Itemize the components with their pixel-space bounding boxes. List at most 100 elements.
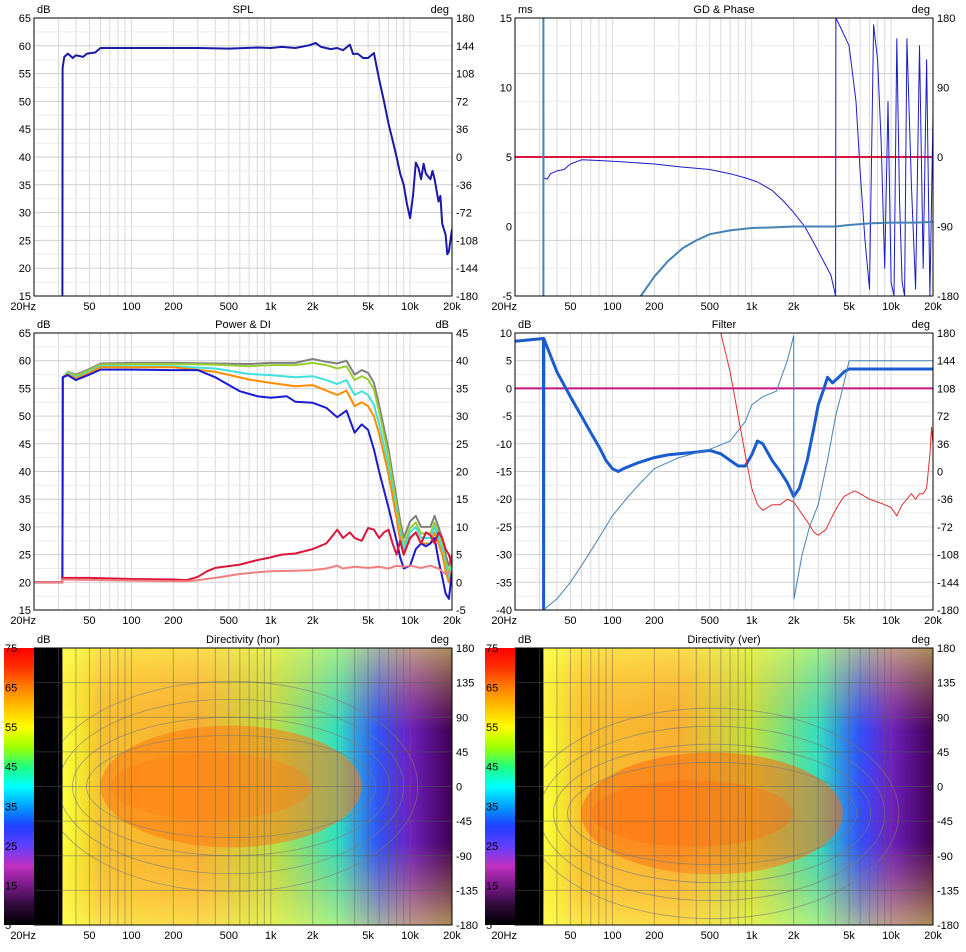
x-tick-label: 20Hz	[491, 930, 517, 942]
y-tick-label: 60	[19, 356, 31, 368]
chart-title: Filter	[712, 319, 737, 331]
left-unit-label: dB	[37, 319, 50, 331]
x-tick-label: 5k	[362, 301, 374, 313]
contour-2	[553, 743, 872, 884]
y-tick-label: 30	[19, 522, 31, 534]
right-unit-label: deg	[431, 634, 449, 646]
y2-tick-label: 180	[456, 13, 474, 25]
chart-title: SPL	[233, 4, 254, 16]
x-tick-label: 20Hz	[10, 930, 36, 942]
colorbar-tick-label: 65	[5, 683, 17, 695]
colorbar-tick-label: 75	[5, 643, 17, 655]
series-power_di-5	[34, 527, 452, 584]
x-tick-label: 500	[701, 301, 719, 313]
plot-frame	[514, 17, 934, 297]
colorbar-tick-label: 75	[486, 643, 498, 655]
x-tick-label: 2k	[307, 615, 319, 627]
contour-1	[567, 761, 858, 866]
y2-tick-label: 0	[456, 152, 462, 164]
x-tick-label: 10k	[401, 615, 419, 627]
x-tick-label: 10k	[882, 301, 900, 313]
x-tick-label: 20k	[924, 930, 942, 942]
x-tick-label: 2k	[307, 930, 319, 942]
y-tick-label: -20	[496, 494, 512, 506]
x-tick-label: 20Hz	[491, 301, 517, 313]
colorbar	[4, 648, 34, 925]
y-tick-label: 60	[19, 41, 31, 53]
y-tick-label: 20	[19, 577, 31, 589]
y2-tick-label: -135	[937, 885, 959, 897]
colorbar-tick-label: 45	[5, 762, 17, 774]
x-tick-label: 100	[603, 615, 621, 627]
y2-tick-label: 10	[456, 522, 468, 534]
y2-tick-label: -72	[456, 208, 472, 220]
y2-tick-label: 135	[456, 678, 474, 690]
x-tick-label: 1k	[746, 301, 758, 313]
y2-tick-label: 180	[937, 13, 955, 25]
y2-tick-label: 0	[456, 577, 462, 589]
plot-frame	[33, 17, 453, 297]
y2-tick-label: 108	[937, 383, 955, 395]
series-filter-3	[720, 333, 933, 536]
y2-tick-label: -180	[456, 920, 478, 932]
heatmap-edge-fade	[34, 648, 452, 925]
y-tick-label: 50	[19, 411, 31, 423]
x-tick-label: 2k	[788, 615, 800, 627]
series-power_di-0	[34, 358, 452, 584]
x-tick-label: 200	[645, 301, 663, 313]
x-tick-label: 50	[564, 930, 576, 942]
y-tick-label: 5	[506, 356, 512, 368]
colorbar-tick-label: 35	[5, 801, 17, 813]
x-tick-label: 200	[645, 615, 663, 627]
series-filter-1	[515, 337, 933, 610]
y-tick-label: 0	[506, 383, 512, 395]
y2-tick-label: 45	[937, 747, 949, 759]
x-tick-label: 20k	[443, 615, 461, 627]
y-tick-label: 15	[500, 13, 512, 25]
colorbar-tick-label: 5	[5, 920, 11, 932]
x-tick-label: 50	[564, 615, 576, 627]
colorbar-tick-label: 25	[5, 841, 17, 853]
x-tick-label: 200	[164, 615, 182, 627]
left-unit-label: dB	[518, 634, 531, 646]
y2-tick-label: 25	[456, 439, 468, 451]
x-tick-label: 100	[122, 301, 140, 313]
y-tick-label: 55	[19, 69, 31, 81]
colorbar-tick-label: 15	[486, 880, 498, 892]
y2-tick-label: -180	[456, 291, 478, 303]
series-power_di-1	[34, 361, 452, 584]
contour-2	[72, 716, 391, 857]
y2-tick-label: 0	[456, 782, 462, 794]
x-tick-label: 5k	[843, 301, 855, 313]
y2-tick-label: 108	[456, 69, 474, 81]
y2-tick-label: 45	[456, 747, 468, 759]
y-tick-label: 65	[19, 13, 31, 25]
y2-tick-label: 36	[456, 124, 468, 136]
x-tick-label: 20Hz	[10, 301, 36, 313]
x-tick-label: 500	[701, 930, 719, 942]
x-tick-label: 1k	[746, 615, 758, 627]
x-tick-label: 10k	[401, 930, 419, 942]
left-unit-label: dB	[37, 634, 50, 646]
colorbar-tick-label: 65	[486, 683, 498, 695]
y2-tick-label: -36	[937, 494, 953, 506]
x-tick-label: 100	[603, 930, 621, 942]
colorbar-tick-label: 25	[486, 841, 498, 853]
x-tick-label: 100	[122, 615, 140, 627]
y2-tick-label: 30	[456, 411, 468, 423]
x-tick-label: 20k	[924, 615, 942, 627]
y2-tick-label: -90	[937, 222, 953, 234]
colorbar-tick-label: 35	[486, 801, 498, 813]
y2-tick-label: 72	[456, 96, 468, 108]
chart-title: Directivity (ver)	[687, 634, 760, 646]
series-gd_phase-2	[639, 220, 933, 296]
right-unit-label: dB	[436, 319, 449, 331]
y-tick-label: 10	[500, 83, 512, 95]
y2-tick-label: -36	[456, 180, 472, 192]
y2-tick-label: -72	[937, 522, 953, 534]
y-tick-label: 45	[19, 439, 31, 451]
y-tick-label: 25	[19, 235, 31, 247]
